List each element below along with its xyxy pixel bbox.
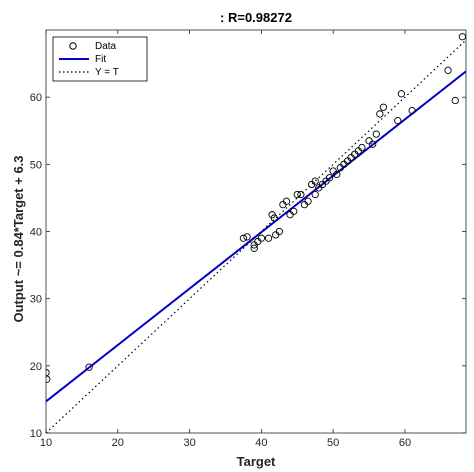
x-tick-label: 20 <box>112 437 124 449</box>
data-point <box>257 234 266 242</box>
data-point <box>239 234 248 242</box>
y-tick-label: 60 <box>30 92 42 104</box>
data-point <box>397 90 406 98</box>
data-point <box>275 227 283 236</box>
data-point <box>358 143 366 152</box>
x-axis-label: Target <box>237 454 276 469</box>
data-point <box>444 66 452 74</box>
y-tick-label: 30 <box>30 294 42 306</box>
data-point <box>408 106 416 115</box>
data-point <box>293 190 301 199</box>
legend-label-fit: Fit <box>95 54 106 65</box>
data-point <box>311 190 319 199</box>
data-point <box>270 214 278 222</box>
plot-content <box>46 33 466 433</box>
legend-label-identity: Y = T <box>95 67 119 78</box>
data-point <box>243 233 251 241</box>
data-point <box>376 110 384 118</box>
data-point <box>369 140 377 148</box>
y-tick-label: 50 <box>30 159 42 171</box>
x-tick-label: 10 <box>40 437 52 449</box>
data-point <box>311 177 319 185</box>
fit-line <box>46 70 466 403</box>
x-axis-ticks: 10 20 30 40 50 60 <box>40 30 411 449</box>
data-point <box>333 170 341 179</box>
data-point <box>451 96 459 105</box>
data-point <box>46 375 51 383</box>
data-point <box>264 234 273 242</box>
data-point <box>394 117 402 125</box>
data-point <box>304 197 312 205</box>
y-axis-label: Output ~= 0.84*Target + 6.3 <box>11 155 26 322</box>
x-tick-label: 50 <box>327 437 339 449</box>
data-point <box>297 190 305 199</box>
data-point <box>458 33 466 41</box>
data-point <box>282 197 291 205</box>
data-point <box>372 130 380 138</box>
identity-line <box>46 39 466 433</box>
legend: Data Fit Y = T <box>52 36 148 82</box>
data-point <box>379 103 388 111</box>
x-tick-label: 30 <box>183 437 195 449</box>
data-point <box>85 363 93 371</box>
data-point <box>290 207 298 216</box>
y-tick-label: 10 <box>30 428 42 440</box>
y-tick-label: 20 <box>30 361 42 373</box>
x-tick-label: 40 <box>255 437 267 449</box>
x-tick-label: 60 <box>399 437 411 449</box>
plot-area <box>45 29 467 434</box>
y-tick-label: 40 <box>30 227 42 239</box>
data-point <box>46 368 50 377</box>
legend-data-marker <box>69 42 77 50</box>
y-axis-ticks: 10 20 30 40 50 60 <box>30 92 466 440</box>
data-point <box>325 174 334 182</box>
axes-box <box>45 29 467 434</box>
legend-label-data: Data <box>95 41 117 52</box>
chart-title: : R=0.98272 <box>220 10 292 25</box>
data-point <box>250 244 258 252</box>
